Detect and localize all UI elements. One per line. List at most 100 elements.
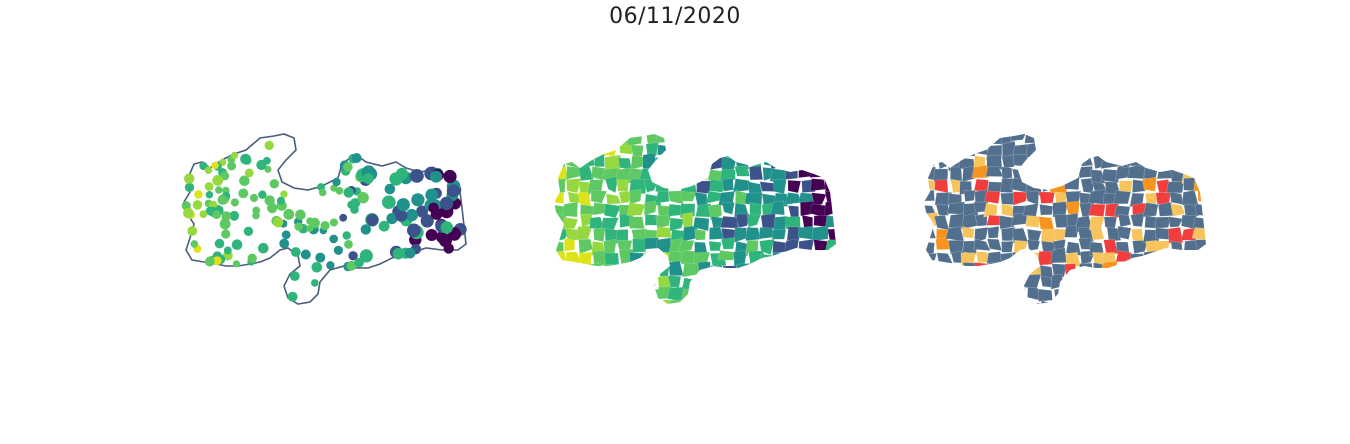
municipality-region [985, 287, 1002, 304]
municipality-region [1142, 299, 1158, 304]
municipality-marker [258, 190, 267, 199]
municipality-region [1077, 298, 1091, 304]
municipality-region [1209, 239, 1220, 253]
municipality-region [540, 313, 552, 321]
municipality-marker [420, 214, 434, 228]
municipality-region [630, 134, 647, 136]
municipality-region [734, 297, 750, 304]
municipality-region [837, 242, 850, 255]
municipality-marker [425, 229, 438, 241]
municipality-region [810, 134, 829, 136]
municipality-region [1013, 239, 1029, 255]
municipality-region [744, 134, 762, 136]
municipality-region [839, 121, 851, 136]
municipality-region [799, 134, 812, 147]
municipality-region [1050, 299, 1066, 304]
municipality-region [681, 288, 700, 302]
municipality-region [947, 310, 963, 320]
municipality-region [924, 225, 937, 240]
municipality-region [655, 226, 672, 238]
municipality-region [758, 144, 771, 159]
municipality-region [718, 288, 733, 303]
municipality-region [1062, 285, 1082, 301]
municipality-marker [273, 217, 284, 228]
municipality-region [988, 312, 1003, 320]
municipality-region [1001, 297, 1014, 304]
municipality-region [1208, 301, 1220, 313]
municipality-region [720, 237, 736, 250]
municipality-region [934, 214, 950, 231]
municipality-region [1132, 310, 1144, 320]
municipality-region [838, 180, 850, 194]
municipality-region [924, 297, 927, 304]
municipality-region [785, 134, 800, 144]
municipality-marker [329, 234, 338, 244]
municipality-region [1090, 277, 1105, 292]
municipality-marker [366, 213, 379, 227]
municipality-region [811, 250, 826, 263]
municipality-marker [335, 186, 344, 195]
municipality-marker [354, 257, 364, 268]
municipality-region [639, 166, 658, 182]
municipality-region [681, 190, 697, 202]
municipality-region [1168, 216, 1184, 228]
municipality-region [1170, 203, 1186, 217]
municipality-region [681, 299, 697, 304]
municipality-region [834, 200, 836, 216]
choropleth-categorical [910, 134, 1220, 320]
municipality-region [1079, 287, 1095, 300]
municipality-region [1052, 311, 1066, 320]
municipality-region [734, 227, 748, 243]
municipality-region [771, 287, 790, 299]
municipality-region [949, 265, 966, 276]
municipality-marker [405, 208, 418, 222]
municipality-region [1207, 226, 1220, 241]
municipality-region [1142, 153, 1159, 168]
municipality-region [1169, 298, 1185, 304]
municipality-region [745, 239, 759, 255]
municipality-region [809, 134, 828, 148]
municipality-region [593, 153, 605, 168]
municipality-marker [264, 140, 274, 151]
municipality-region [554, 284, 567, 298]
municipality-region [603, 275, 619, 290]
municipality-region [1050, 247, 1067, 264]
municipality-region [659, 311, 671, 321]
municipality-region [578, 181, 591, 196]
municipality-region [1077, 166, 1093, 179]
municipality-region [580, 152, 596, 168]
municipality-region [924, 297, 939, 304]
municipality-marker [333, 245, 343, 255]
municipality-region [774, 298, 789, 304]
municipality-region [1141, 176, 1157, 192]
municipality-region [562, 201, 579, 218]
municipality-region [810, 178, 827, 192]
municipality-region [668, 177, 686, 189]
municipality-region [770, 153, 789, 169]
municipality-region [1142, 311, 1160, 320]
municipality-region [910, 216, 923, 230]
municipality-marker [238, 188, 249, 199]
municipality-region [962, 226, 975, 239]
municipality-region [748, 165, 764, 181]
municipality-region [1040, 300, 1055, 304]
municipality-marker [439, 196, 454, 211]
municipality-region [1077, 151, 1094, 167]
municipality-region [656, 299, 671, 304]
municipality-region [1077, 272, 1090, 288]
municipality-marker [247, 253, 257, 263]
municipality-region [540, 133, 550, 148]
municipality-region [655, 190, 670, 204]
municipality-region [839, 314, 850, 320]
municipality-region [774, 263, 790, 279]
municipality-region [1103, 298, 1118, 304]
municipality-region [626, 134, 644, 147]
municipality-marker [280, 190, 288, 198]
municipality-region [1050, 273, 1064, 290]
municipality-marker [350, 198, 361, 209]
municipality-region [645, 134, 660, 145]
municipality-region [811, 301, 828, 304]
municipality-region [540, 297, 552, 311]
municipality-region [723, 120, 739, 133]
municipality-region [1181, 189, 1199, 206]
